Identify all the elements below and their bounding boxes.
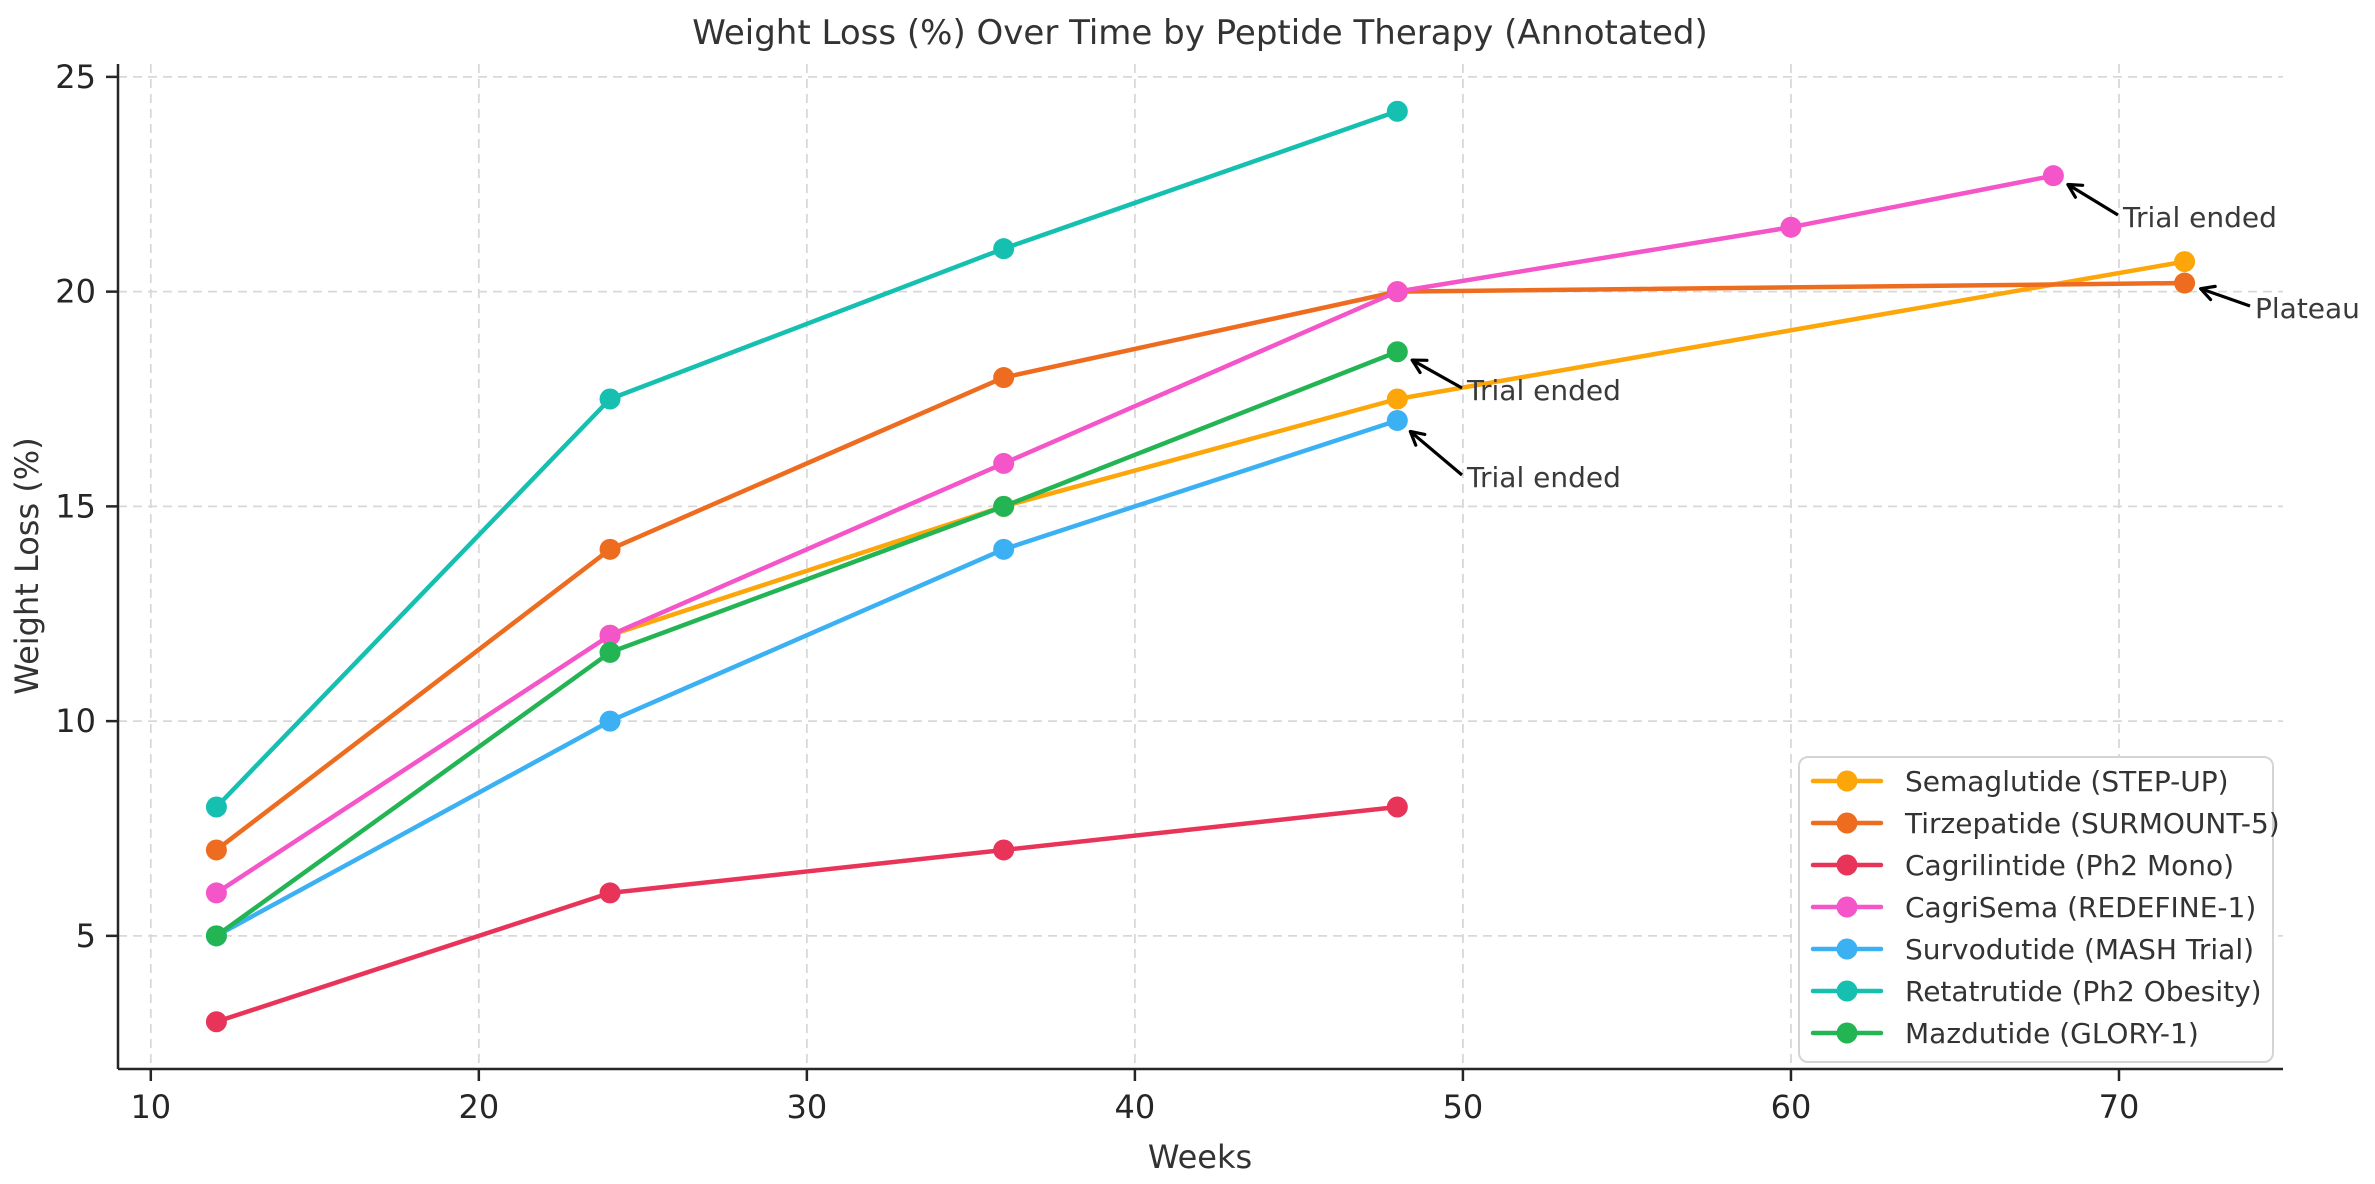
series-line-retatrutide-ph2-obesity <box>214 108 1400 810</box>
series-line-survodutide-mash-trial <box>214 418 1400 939</box>
annotation-text: Plateau <box>2255 292 2360 325</box>
series-marker-retatrutide-ph2-obesity <box>205 796 227 818</box>
series-marker-tirzepatide-surmount-5 <box>993 367 1015 389</box>
series-line-semaglutide-step-up <box>607 259 2187 638</box>
legend-swatch-marker <box>1836 1022 1858 1044</box>
series-marker-cagrilintide-ph2-mono <box>205 1011 227 1033</box>
axes-layer: 10 20 30 40 50 60 70 5 10 15 20 25 <box>55 58 2283 1126</box>
series-marker-mazdutide-glory-1 <box>205 925 227 947</box>
legend-label: Semaglutide (STEP-UP) <box>1905 765 2229 798</box>
y-tick-label: 15 <box>55 487 96 525</box>
series-marker-cagrisema-redefine-1 <box>205 882 227 904</box>
x-tick-label: 50 <box>1443 1088 1484 1126</box>
legend-swatch-marker <box>1836 938 1858 960</box>
series-layer <box>205 100 2196 1033</box>
legend-label: Cagrilintide (Ph2 Mono) <box>1905 849 2234 882</box>
annotation-text: Trial ended <box>2122 201 2277 234</box>
legend-item-mazdutide-glory-1: Mazdutide (GLORY-1) <box>1810 1017 2199 1050</box>
x-tick-label: 70 <box>2099 1088 2140 1126</box>
series-line-mazdutide-glory-1 <box>214 349 1400 939</box>
series-marker-cagrisema-redefine-1 <box>1386 281 1408 303</box>
series-marker-cagrisema-redefine-1 <box>1780 216 1802 238</box>
legend-box <box>1798 756 2274 1063</box>
annotation-arrow <box>2199 284 2251 308</box>
series-marker-cagrilintide-ph2-mono <box>993 839 1015 861</box>
x-axis-label: Weeks <box>1148 1138 1252 1176</box>
annotation-arrow <box>1410 358 1463 390</box>
legend-item-semaglutide-step-up: Semaglutide (STEP-UP) <box>1810 765 2229 798</box>
series-mazdutide-glory-1 <box>205 341 1408 947</box>
y-tick-label: 5 <box>76 917 96 955</box>
legend-label: Tirzepatide (SURMOUNT-5) <box>1904 807 2280 840</box>
annotation-arrow <box>1408 429 1464 477</box>
legend-label: CagriSema (REDEFINE-1) <box>1905 891 2256 924</box>
series-marker-tirzepatide-surmount-5 <box>599 538 621 560</box>
legend-swatch-marker <box>1836 812 1858 834</box>
x-tick-label: 10 <box>130 1088 171 1126</box>
y-tick-label: 10 <box>55 702 96 740</box>
series-line-cagrisema-redefine-1 <box>214 173 2056 896</box>
series-marker-retatrutide-ph2-obesity <box>1386 100 1408 122</box>
series-marker-survodutide-mash-trial <box>1386 409 1408 431</box>
annotation-arrow <box>2066 182 2119 217</box>
series-marker-cagrilintide-ph2-mono <box>599 882 621 904</box>
series-marker-mazdutide-glory-1 <box>1386 341 1408 363</box>
legend-label: Retatrutide (Ph2 Obesity) <box>1905 975 2262 1008</box>
legend-label: Survodutide (MASH Trial) <box>1905 933 2254 966</box>
legend-swatch-marker <box>1836 896 1858 918</box>
series-marker-cagrisema-redefine-1 <box>599 624 621 646</box>
annotation-text: Trial ended <box>1466 461 1621 494</box>
legend-item-cagrisema-redefine-1: CagriSema (REDEFINE-1) <box>1810 891 2256 924</box>
legend-item-cagrilintide-ph2-mono: Cagrilintide (Ph2 Mono) <box>1810 849 2234 882</box>
chart-title: Weight Loss (%) Over Time by Peptide The… <box>692 13 1708 53</box>
legend-label: Mazdutide (GLORY-1) <box>1905 1017 2199 1050</box>
y-axis-label: Weight Loss (%) <box>8 437 46 694</box>
series-cagrisema-redefine-1 <box>205 165 2064 904</box>
legend-swatch-marker <box>1836 980 1858 1002</box>
legend-swatch-marker <box>1836 770 1858 792</box>
annotation-text: Trial ended <box>1466 374 1621 407</box>
series-marker-semaglutide-step-up <box>2174 251 2196 273</box>
series-marker-mazdutide-glory-1 <box>993 495 1015 517</box>
x-tick-label: 30 <box>787 1088 828 1126</box>
series-marker-survodutide-mash-trial <box>993 538 1015 560</box>
annotation-layer: Trial ended Trial ended Trial ended Plateau <box>1408 182 2360 494</box>
x-tick-label: 40 <box>1115 1088 1156 1126</box>
series-marker-tirzepatide-surmount-5 <box>2174 272 2196 294</box>
series-cagrilintide-ph2-mono <box>205 796 1408 1033</box>
x-tick-label: 20 <box>458 1088 499 1126</box>
series-line-cagrilintide-ph2-mono <box>214 804 1400 1025</box>
legend-item-retatrutide-ph2-obesity: Retatrutide (Ph2 Obesity) <box>1810 975 2262 1008</box>
legend-layer: Semaglutide (STEP-UP) Tirzepatide (SURMOU… <box>1798 756 2280 1063</box>
legend-item-tirzepatide-surmount-5: Tirzepatide (SURMOUNT-5) <box>1810 807 2280 840</box>
series-marker-cagrisema-redefine-1 <box>2042 165 2064 187</box>
y-tick-label: 25 <box>55 58 96 96</box>
series-marker-semaglutide-step-up <box>1386 388 1408 410</box>
series-marker-survodutide-mash-trial <box>599 710 621 732</box>
y-tick-label: 20 <box>55 273 96 311</box>
series-marker-mazdutide-glory-1 <box>599 641 621 663</box>
series-marker-tirzepatide-surmount-5 <box>205 839 227 861</box>
series-marker-cagrisema-redefine-1 <box>993 452 1015 474</box>
series-marker-retatrutide-ph2-obesity <box>599 388 621 410</box>
x-tick-label: 60 <box>1771 1088 1812 1126</box>
series-marker-cagrilintide-ph2-mono <box>1386 796 1408 818</box>
series-retatrutide-ph2-obesity <box>205 100 1408 818</box>
series-marker-retatrutide-ph2-obesity <box>993 238 1015 260</box>
legend-swatch-marker <box>1836 854 1858 876</box>
legend-item-survodutide-mash-trial: Survodutide (MASH Trial) <box>1810 933 2254 966</box>
